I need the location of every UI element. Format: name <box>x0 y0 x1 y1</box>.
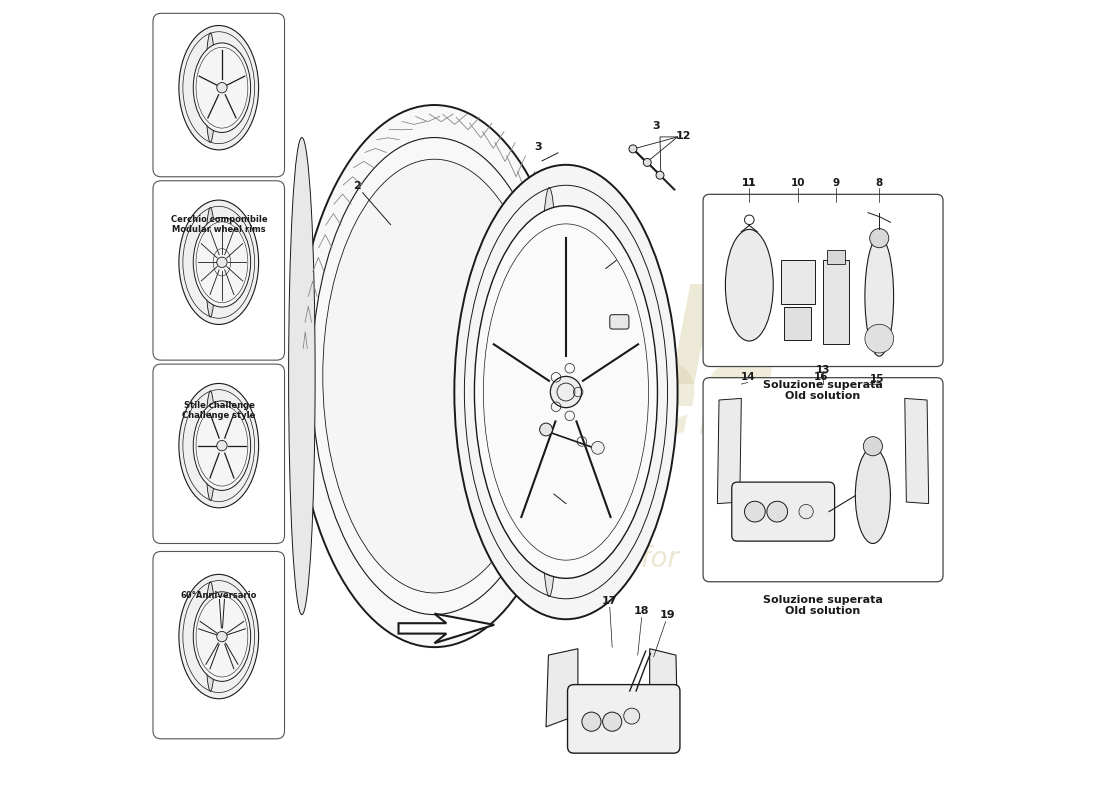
Ellipse shape <box>856 448 890 543</box>
FancyBboxPatch shape <box>784 306 812 340</box>
Circle shape <box>582 712 601 731</box>
Text: europ: europ <box>333 257 767 384</box>
Circle shape <box>603 712 622 731</box>
Circle shape <box>217 257 227 267</box>
FancyBboxPatch shape <box>781 261 815 304</box>
FancyBboxPatch shape <box>153 14 285 177</box>
Polygon shape <box>546 649 578 727</box>
FancyBboxPatch shape <box>732 482 835 541</box>
Text: a passion for: a passion for <box>500 546 680 574</box>
Text: 16: 16 <box>814 372 828 382</box>
Text: 6: 6 <box>587 434 595 443</box>
Circle shape <box>865 324 893 353</box>
Polygon shape <box>717 398 741 504</box>
FancyBboxPatch shape <box>703 378 943 582</box>
Text: 17: 17 <box>602 596 617 606</box>
Circle shape <box>799 505 813 518</box>
Circle shape <box>745 502 766 522</box>
Ellipse shape <box>454 165 678 619</box>
FancyBboxPatch shape <box>827 250 845 265</box>
Text: 3: 3 <box>535 142 542 152</box>
Ellipse shape <box>194 43 251 133</box>
Text: 4: 4 <box>618 251 626 262</box>
Text: 11: 11 <box>742 178 757 188</box>
Ellipse shape <box>725 230 773 341</box>
Text: 9: 9 <box>833 178 839 188</box>
Ellipse shape <box>194 592 251 682</box>
Text: 18: 18 <box>634 606 649 616</box>
Text: 1: 1 <box>565 502 573 513</box>
Circle shape <box>656 171 664 179</box>
Ellipse shape <box>206 391 216 500</box>
Ellipse shape <box>295 105 574 647</box>
FancyBboxPatch shape <box>153 181 285 360</box>
Text: 13: 13 <box>816 365 831 374</box>
Text: 5: 5 <box>620 460 628 470</box>
Circle shape <box>550 377 582 408</box>
Ellipse shape <box>179 26 258 150</box>
Circle shape <box>870 229 889 248</box>
Ellipse shape <box>206 33 216 142</box>
Circle shape <box>592 442 604 454</box>
Ellipse shape <box>179 574 258 698</box>
Circle shape <box>624 708 640 724</box>
Text: Soluzione superata
Old solution: Soluzione superata Old solution <box>763 595 883 617</box>
Text: 10: 10 <box>791 178 805 188</box>
Circle shape <box>540 423 552 436</box>
Ellipse shape <box>539 187 560 597</box>
Polygon shape <box>398 614 494 643</box>
Text: 8: 8 <box>876 178 883 188</box>
FancyBboxPatch shape <box>609 314 629 329</box>
Ellipse shape <box>206 207 216 317</box>
Text: 2: 2 <box>353 182 361 191</box>
Ellipse shape <box>206 582 216 691</box>
Text: Soluzione superata
Old solution: Soluzione superata Old solution <box>763 380 883 402</box>
Text: Cerchio componibile
Modular wheel rims: Cerchio componibile Modular wheel rims <box>170 215 267 234</box>
Text: 3: 3 <box>652 121 660 130</box>
Ellipse shape <box>179 383 258 508</box>
Text: 12: 12 <box>676 131 692 141</box>
Circle shape <box>217 631 227 642</box>
FancyBboxPatch shape <box>153 551 285 739</box>
FancyBboxPatch shape <box>568 685 680 753</box>
Ellipse shape <box>194 218 251 307</box>
Circle shape <box>767 502 788 522</box>
Text: 19: 19 <box>660 610 675 620</box>
Ellipse shape <box>865 237 893 356</box>
Text: 7: 7 <box>626 315 634 326</box>
Ellipse shape <box>474 206 658 578</box>
Text: Stile challenge
Challenge style: Stile challenge Challenge style <box>183 401 256 420</box>
Text: since 1985: since 1985 <box>807 295 899 314</box>
Ellipse shape <box>179 200 258 325</box>
Circle shape <box>217 82 227 93</box>
FancyBboxPatch shape <box>824 261 849 344</box>
FancyBboxPatch shape <box>153 364 285 543</box>
Polygon shape <box>905 398 928 504</box>
Text: 60°Anniversario: 60°Anniversario <box>182 591 257 600</box>
Ellipse shape <box>322 159 546 593</box>
Ellipse shape <box>194 401 251 490</box>
Text: es: es <box>609 337 778 463</box>
Text: 15: 15 <box>870 374 884 384</box>
Text: 14: 14 <box>740 372 755 382</box>
FancyBboxPatch shape <box>703 194 943 366</box>
Ellipse shape <box>288 138 315 614</box>
Circle shape <box>644 158 651 166</box>
Polygon shape <box>650 649 678 727</box>
Circle shape <box>629 145 637 153</box>
Text: 11: 11 <box>742 178 757 188</box>
Circle shape <box>864 437 882 456</box>
Ellipse shape <box>529 199 547 585</box>
Circle shape <box>217 441 227 451</box>
